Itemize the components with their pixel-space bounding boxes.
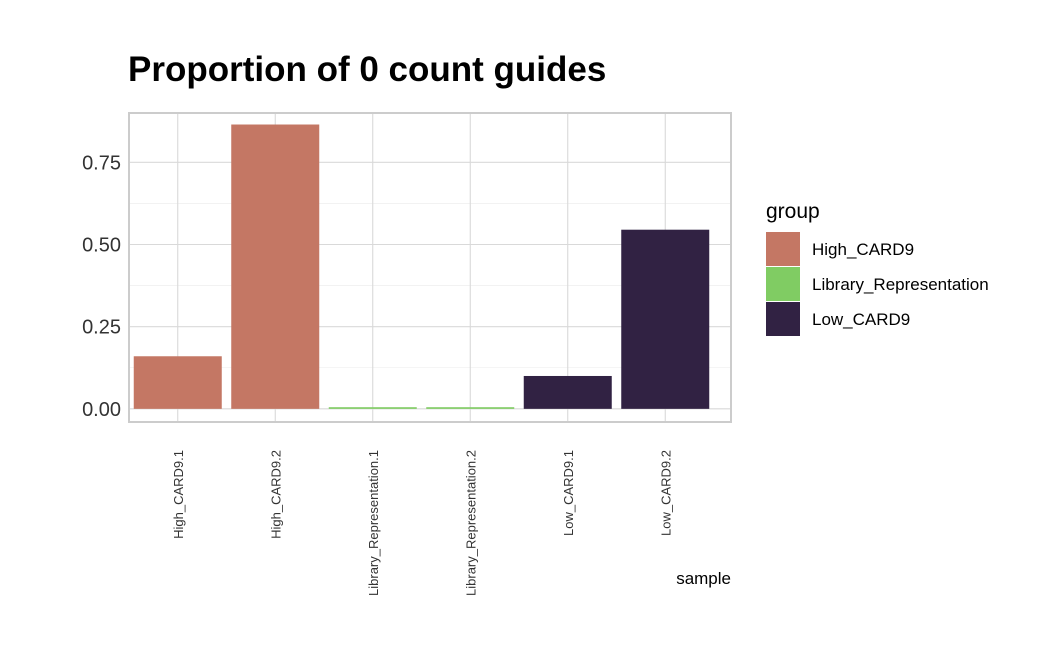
legend-label: Low_CARD9 xyxy=(812,310,910,329)
bar xyxy=(426,407,515,409)
y-tick-label: 0.25 xyxy=(82,317,121,339)
bars xyxy=(133,124,710,409)
legend-swatch xyxy=(766,267,800,301)
legend-label: Library_Representation xyxy=(812,275,989,294)
plot-panel-border xyxy=(128,112,732,423)
legend-swatch xyxy=(766,302,800,336)
x-tick-label: High_CARD9.1 xyxy=(171,450,186,539)
x-axis-ticks: High_CARD9.1 High_CARD9.2 Library_Represen… xyxy=(171,450,674,596)
chart-title: Proportion of 0 count guides xyxy=(128,50,607,89)
x-tick-label: Library_Representation.2 xyxy=(463,450,478,596)
bar xyxy=(328,407,417,409)
legend-title: group xyxy=(766,200,820,223)
bar xyxy=(231,124,320,409)
y-tick-label: 0.75 xyxy=(82,152,121,174)
x-axis-label: sample xyxy=(676,569,731,588)
x-tick-label: Library_Representation.1 xyxy=(366,450,381,596)
x-tick-label: Low_CARD9.1 xyxy=(561,450,576,536)
legend: group High_CARD9 Library_Representation Lo… xyxy=(766,200,989,336)
bar xyxy=(523,375,612,409)
y-axis-ticks: 0.00 0.25 0.50 0.75 xyxy=(82,152,121,421)
legend-label: High_CARD9 xyxy=(812,240,914,259)
y-tick-label: 0.00 xyxy=(82,399,121,421)
legend-swatch xyxy=(766,232,800,266)
y-tick-label: 0.50 xyxy=(82,234,121,256)
bar xyxy=(621,229,710,409)
x-tick-label: High_CARD9.2 xyxy=(268,450,283,539)
bar xyxy=(133,356,222,409)
x-tick-label: Low_CARD9.2 xyxy=(658,450,673,536)
